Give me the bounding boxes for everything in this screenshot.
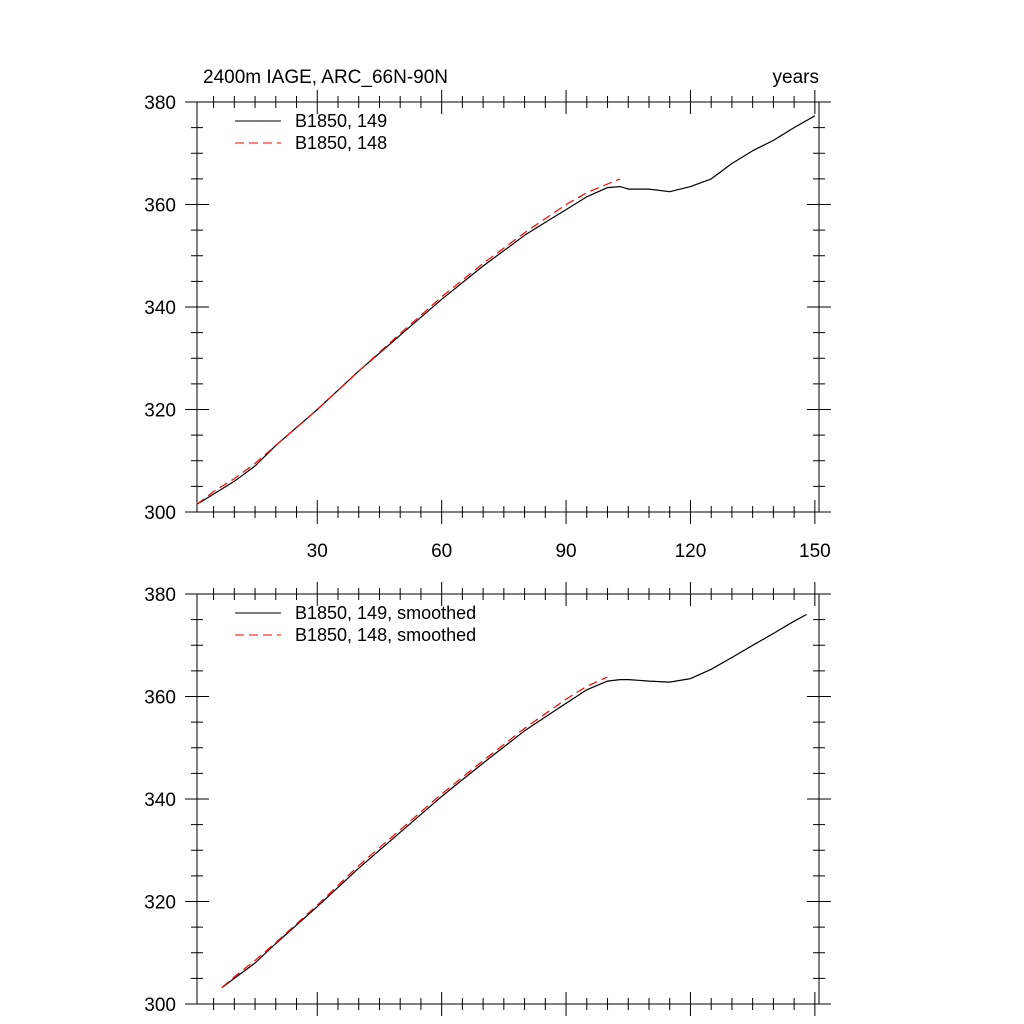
top-chart-ticks — [185, 90, 831, 524]
top-y-tick-label: 300 — [144, 503, 176, 524]
bottom-chart-panel: 300 320 340 360 380 B1850, 149, smoothed B18… — [144, 582, 831, 1016]
bottom-series-line-149 — [221, 613, 807, 989]
top-y-tick-label: 380 — [144, 93, 176, 114]
top-y-tick-label: 340 — [144, 298, 176, 319]
bottom-series-line-148 — [221, 676, 608, 989]
bottom-chart-ticks — [185, 582, 831, 1016]
top-chart-legend: B1850, 149 B1850, 148 — [235, 111, 387, 153]
top-chart-tick-labels: 300 320 340 360 380 30 60 90 120 150 — [144, 93, 830, 562]
top-y-tick-label: 320 — [144, 401, 176, 422]
top-x-tick-label: 150 — [799, 541, 831, 562]
top-chart-panel: 2400m IAGE, ARC_66N-90N years 3003203403… — [144, 67, 831, 562]
top-legend-label-149: B1850, 149 — [295, 111, 387, 131]
top-series-line-149 — [196, 115, 816, 505]
bottom-y-tick-label: 360 — [144, 688, 176, 709]
bottom-chart-series — [221, 613, 807, 989]
bottom-legend-label-149: B1850, 149, smoothed — [295, 603, 476, 623]
bottom-y-tick-label: 320 — [144, 893, 176, 914]
bottom-legend-label-148: B1850, 148, smoothed — [295, 625, 476, 645]
top-y-tick-label: 360 — [144, 196, 176, 217]
bottom-y-tick-label: 300 — [144, 995, 176, 1016]
top-legend-label-148: B1850, 148 — [295, 133, 387, 153]
top-x-tick-label: 60 — [431, 541, 452, 562]
bottom-y-tick-label: 380 — [144, 585, 176, 606]
top-chart-title: 2400m IAGE, ARC_66N-90N — [203, 67, 448, 88]
top-chart-units: years — [773, 67, 819, 88]
top-series-line-148 — [196, 178, 621, 505]
bottom-chart-tick-labels: 300 320 340 360 380 — [144, 585, 176, 1016]
top-x-tick-label: 120 — [675, 541, 707, 562]
top-x-tick-label: 30 — [307, 541, 328, 562]
top-chart-series — [196, 115, 816, 505]
top-x-tick-label: 90 — [555, 541, 576, 562]
bottom-y-tick-label: 340 — [144, 790, 176, 811]
bottom-chart-legend: B1850, 149, smoothed B1850, 148, smoothe… — [235, 603, 476, 645]
